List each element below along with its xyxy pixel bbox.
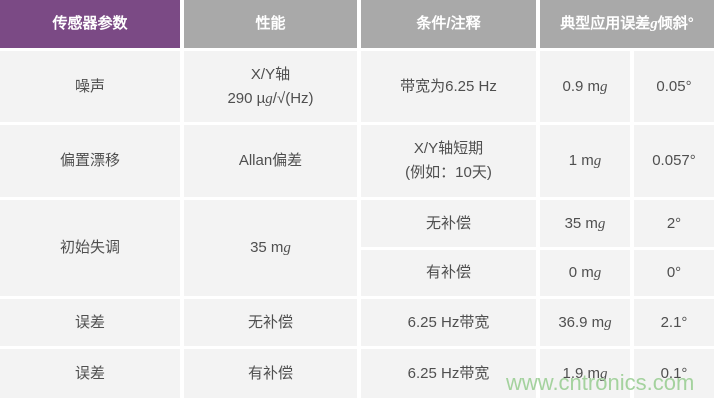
unit-g-italic: g xyxy=(650,16,658,32)
cell-initial-offset-uncompensated-error: 35 mg xyxy=(540,200,630,247)
cell-noise-param: 噪声 xyxy=(0,51,180,122)
header-cell-sensor-parameter: 传感器参数 xyxy=(0,0,180,48)
cell-offset-drift-error: 1 mg xyxy=(540,125,630,197)
cell-noise-error: 0.9 mg xyxy=(540,51,630,122)
unit-g-italic: g xyxy=(597,215,606,232)
cell-initial-offset-uncompensated-tilt: 2° xyxy=(634,200,714,247)
header-typical-error-text: 典型应用误差g倾斜° xyxy=(560,15,694,32)
cell-error-uncompensated-tilt: 2.1° xyxy=(634,299,714,346)
unit-g-italic: g xyxy=(600,365,608,382)
unit-g-italic: g xyxy=(604,314,612,331)
header-cell-conditions-notes: 条件/注释 xyxy=(361,0,536,48)
cell-error-compensated-performance: 有补偿 xyxy=(184,349,357,398)
cell-offset-drift-param: 偏置漂移 xyxy=(0,125,180,197)
unit-g-italic: g xyxy=(593,153,602,169)
header-cell-performance: 性能 xyxy=(184,0,357,48)
cell-error-uncompensated-param: 误差 xyxy=(0,299,180,346)
cell-error-compensated-tilt: 0.1° xyxy=(634,349,714,398)
cell-noise-tilt: 0.05° xyxy=(634,51,714,122)
cell-initial-offset-performance: 35 mg xyxy=(184,200,357,296)
cell-initial-offset-compensated-tilt: 0° xyxy=(634,250,714,296)
unit-g-italic: g xyxy=(593,265,602,281)
cell-error-uncompensated-performance: 无补偿 xyxy=(184,299,357,346)
cell-error-compensated-error: 1.9 mg xyxy=(540,349,630,398)
unit-g-italic: g xyxy=(283,240,291,256)
watermark-text: www.cntronics.com xyxy=(506,370,695,395)
cell-initial-offset-uncompensated-condition: 无补偿 xyxy=(361,200,536,247)
cell-error-compensated-condition: 6.25 Hz带宽 xyxy=(361,349,536,398)
cell-noise-performance: X/Y轴 290 µg/√(Hz) xyxy=(184,51,357,122)
cell-initial-offset-compensated-error: 0 mg xyxy=(540,250,630,296)
cell-initial-offset-compensated-condition: 有补偿 xyxy=(361,250,536,296)
cell-initial-offset-param: 初始失调 xyxy=(0,200,180,296)
header-cell-typical-error-tilt: 典型应用误差g倾斜° xyxy=(540,0,714,48)
cell-error-compensated-param: 误差 xyxy=(0,349,180,398)
cell-offset-drift-condition: X/Y轴短期 (例如：10天) xyxy=(361,125,536,197)
cell-noise-condition: 带宽为6.25 Hz xyxy=(361,51,536,122)
unit-g-italic: g xyxy=(600,78,608,95)
unit-g-italic: g xyxy=(265,90,273,107)
cell-error-uncompensated-condition: 6.25 Hz带宽 xyxy=(361,299,536,346)
cell-error-uncompensated-error: 36.9 mg xyxy=(540,299,630,346)
cell-offset-drift-performance: Allan偏差 xyxy=(184,125,357,197)
cell-offset-drift-tilt: 0.057° xyxy=(634,125,714,197)
